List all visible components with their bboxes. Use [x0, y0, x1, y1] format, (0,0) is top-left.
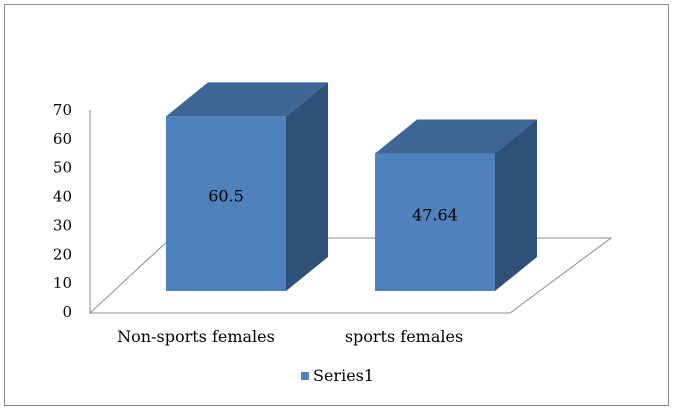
- y-tick-label: 60: [53, 130, 72, 148]
- y-tick-label: 70: [53, 101, 72, 119]
- bar-side-1: [286, 82, 328, 292]
- bar-front-2: [375, 153, 495, 291]
- category-label-2: sports females: [345, 327, 463, 346]
- y-tick-label: 0: [62, 303, 72, 321]
- y-tick-label: 30: [53, 216, 72, 234]
- bar-front-1: [166, 116, 286, 292]
- y-tick-label: 10: [53, 274, 72, 292]
- y-tick-label: 50: [53, 159, 72, 177]
- y-tick-label: 20: [53, 245, 72, 263]
- bar-side-2: [495, 119, 537, 292]
- legend-swatch: [301, 372, 309, 380]
- bar-top-1: [166, 82, 328, 117]
- legend-label: Series1: [313, 366, 374, 385]
- chart-floor: [88, 237, 613, 314]
- y-tick-label: 40: [53, 188, 72, 206]
- category-label-1: Non-sports females: [117, 327, 275, 346]
- data-label-1: 60.5: [208, 187, 244, 206]
- bar-top-2: [375, 119, 537, 154]
- data-label-2: 47.64: [412, 205, 458, 224]
- chart-frame: [4, 4, 669, 406]
